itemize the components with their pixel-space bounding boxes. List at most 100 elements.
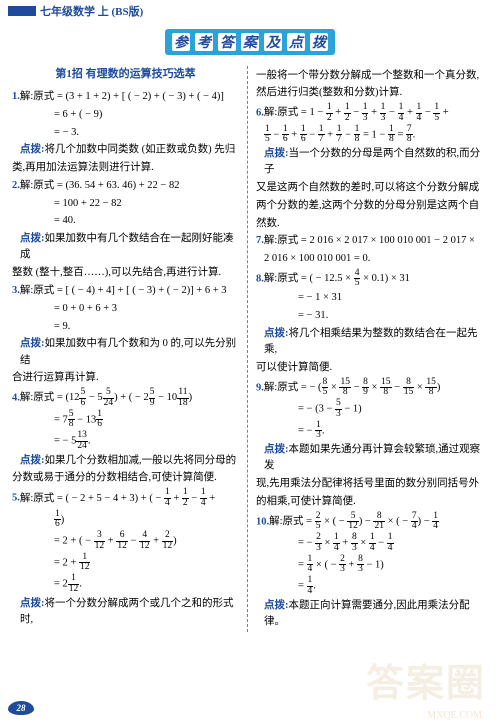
title-char: 参 — [171, 32, 191, 52]
watermark-url: MXQE.COM — [427, 710, 482, 721]
equation-text: 解:原式 = [ ( − 4) + 4] + [ ( − 3) + ( − 2)… — [20, 285, 227, 296]
intro-text: 一般将一个带分数分解成一个整数和一个真分数, — [256, 68, 484, 84]
section-title: 第1招 有理数的运算技巧选萃 — [12, 66, 239, 83]
equation-text: 解:原式 = 25 × ( − 512) − 821 × ( − 74) − 1… — [269, 516, 439, 527]
hint-text: 当一个分数的分母是两个自然数的积,而分子 — [264, 148, 480, 175]
page-header: 七年级数学 上 (BS版) — [0, 0, 500, 22]
watermark: 答案圈 — [366, 652, 486, 707]
equation-text: 解:原式 = 2 016 × 2 017 × 100 010 001 − 2 0… — [264, 235, 475, 246]
hint-label: 点拨: — [20, 455, 45, 466]
hint-text: 两个分数的差,这两个分数的分母分别是这两个自 — [256, 198, 484, 214]
problem-number: 2. — [12, 180, 20, 191]
equation-step: = 6 + ( − 9) — [12, 107, 239, 123]
page-number: 28 — [8, 701, 34, 715]
problem-number: 4. — [12, 392, 20, 403]
hint-text: 将几个加数中同类数 (如正数或负数) 先归 — [45, 144, 236, 155]
grade-label: 七年级数学 上 (BS版) — [40, 3, 143, 19]
problem-line: 6.解:原式 = 1 − 12 + 12 − 13 + 13 − 14 + 14… — [256, 103, 484, 123]
equation-step: = − 31. — [256, 308, 484, 324]
equation-step: = 100 + 22 − 82 — [12, 196, 239, 212]
title-bar: 参 考 答 案 及 点 拨 — [0, 26, 500, 58]
equation-step: = − (3 − 53 − 1) — [256, 399, 484, 419]
equation-text: 解:原式 = ( − 12.5 × 45 × 0.1) × 31 — [264, 273, 410, 284]
problem-line: 9.解:原式 = − (85 × 158 − 89 × 158 − 815 × … — [256, 378, 484, 398]
hint-line: 点拨:将一个分数分解成两个或几个之和的形式时, — [12, 596, 239, 629]
equation-step: = − 3. — [12, 125, 239, 141]
hint-text: 可以使计算简便. — [256, 360, 484, 376]
problem-number: 8. — [256, 273, 264, 284]
header-accent-bar — [8, 6, 36, 16]
hint-text: 如果加数中有几个数和为 0 的,可以先分别结 — [20, 338, 236, 365]
hint-text: 本题正向计算需要通分,因此用乘法分配律。 — [264, 600, 470, 627]
hint-text: 又是这两个自然数的差时,可以将这个分数分解成 — [256, 180, 484, 196]
hint-label: 点拨: — [20, 338, 45, 349]
hint-label: 点拨: — [264, 148, 289, 159]
equation-text: 解:原式 = (3 + 1 + 2) + [ ( − 2) + ( − 3) +… — [20, 91, 224, 102]
hint-label: 点拨: — [20, 233, 45, 244]
title-char: 答 — [217, 32, 237, 52]
hint-text: 将一个分数分解成两个或几个之和的形式时, — [20, 598, 234, 625]
hint-text: 分数或易于通分的分数相结合,可使计算简便. — [12, 470, 239, 486]
hint-label: 点拨: — [264, 600, 289, 611]
hint-text: 将几个相乘结果为整数的数结合在一起先乘, — [264, 328, 478, 355]
title-char: 及 — [263, 32, 283, 52]
title-char: 考 — [194, 32, 214, 52]
hint-label: 点拨: — [264, 444, 289, 455]
hint-line: 点拨:本题如果先通分再计算会较繁琐,通过观察发 — [256, 442, 484, 475]
problem-number: 1. — [12, 91, 20, 102]
hint-text: 如果几个分数相加减,一般以先将同分母的 — [45, 455, 237, 466]
hint-text: 然数. — [256, 216, 484, 232]
equation-text: 解:原式 = ( − 2 + 5 − 4 + 3) + ( − 14 + 12 … — [20, 493, 215, 504]
equation-text: 解:原式 = − (85 × 158 − 89 × 158 − 815 × 15… — [264, 382, 441, 393]
hint-line: 点拨:当一个分数的分母是两个自然数的积,而分子 — [256, 146, 484, 179]
hint-label: 点拨: — [264, 328, 289, 339]
equation-step: = 0 + 0 + 6 + 3 — [12, 301, 239, 317]
problem-line: 10.解:原式 = 25 × ( − 512) − 821 × ( − 74) … — [256, 512, 484, 532]
equation-step: = 758 − 1316 — [12, 410, 239, 430]
problem-number: 6. — [256, 107, 264, 118]
equation-step: = 40. — [12, 213, 239, 229]
problem-line: 4.解:原式 = (1256 − 5524) + ( − 259 − 10111… — [12, 388, 239, 408]
hint-line: 点拨:将几个相乘结果为整数的数结合在一起先乘, — [256, 326, 484, 359]
hint-text: 如果加数中有几个数结合在一起刚好能凑成 — [20, 233, 234, 260]
equation-step: 16) — [12, 510, 239, 530]
equation-step: = 2 + 112 — [12, 553, 239, 573]
equation-step: = − 13. — [256, 421, 484, 441]
right-column: 一般将一个带分数分解成一个整数和一个真分数, 然后进行归类(整数和分数)计算. … — [248, 66, 484, 632]
equation-text: 解:原式 = 1 − 12 + 12 − 13 + 13 − 14 + 14 −… — [264, 107, 449, 118]
equation-step: = 2112. — [12, 574, 239, 594]
left-column: 第1招 有理数的运算技巧选萃 1.解:原式 = (3 + 1 + 2) + [ … — [12, 66, 248, 632]
hint-text: 合进行运算再计算. — [12, 370, 239, 386]
equation-step: = 2 + ( − 312 + 612 − 412 + 212) — [12, 531, 239, 551]
hint-label: 点拨: — [20, 144, 45, 155]
problem-number: 9. — [256, 382, 264, 393]
hint-line: 点拨:如果几个分数相加减,一般以先将同分母的 — [12, 453, 239, 469]
content-columns: 第1招 有理数的运算技巧选萃 1.解:原式 = (3 + 1 + 2) + [ … — [0, 66, 500, 632]
hint-text: 整数 (整十,整百……),可以先结合,再进行计算. — [12, 265, 239, 281]
problem-line: 7.解:原式 = 2 016 × 2 017 × 100 010 001 − 2… — [256, 233, 484, 249]
equation-step: = 9. — [12, 319, 239, 335]
equation-step: 15 − 16 + 16 − 17 + 17 − 18 = 1 − 18 = 7… — [256, 125, 484, 145]
hint-text: 的相乘,可使计算简便. — [256, 494, 484, 510]
equation-step: = 14 × ( − 23 + 83 − 1) — [256, 555, 484, 575]
intro-text: 然后进行归类(整数和分数)计算. — [256, 85, 484, 101]
equation-text: 解:原式 = (36. 54 + 63. 46) + 22 − 82 — [20, 180, 180, 191]
title-char: 案 — [240, 32, 260, 52]
problem-line: 3.解:原式 = [ ( − 4) + 4] + [ ( − 3) + ( − … — [12, 283, 239, 299]
problem-line: 1.解:原式 = (3 + 1 + 2) + [ ( − 2) + ( − 3)… — [12, 89, 239, 105]
hint-line: 点拨:将几个加数中同类数 (如正数或负数) 先归 — [12, 142, 239, 158]
problem-line: 5.解:原式 = ( − 2 + 5 − 4 + 3) + ( − 14 + 1… — [12, 488, 239, 508]
problem-number: 10. — [256, 516, 269, 527]
equation-step: = 14. — [256, 576, 484, 596]
title-frame: 参 考 答 案 及 点 拨 — [165, 29, 335, 55]
hint-line: 点拨:如果加数中有几个数结合在一起刚好能凑成 — [12, 231, 239, 264]
hint-label: 点拨: — [20, 598, 45, 609]
problem-number: 7. — [256, 235, 264, 246]
equation-step: = − 23 × 14 + 83 × 14 − 14 — [256, 533, 484, 553]
title-char: 点 — [286, 32, 306, 52]
problem-line: 8.解:原式 = ( − 12.5 × 45 × 0.1) × 31 — [256, 269, 484, 289]
hint-line: 点拨:本题正向计算需要通分,因此用乘法分配律。 — [256, 598, 484, 631]
equation-text: 解:原式 = (1256 − 5524) + ( − 259 − 101118) — [20, 392, 192, 403]
equation-step: 2 016 × 100 010 001 = 0. — [256, 251, 484, 267]
equation-step: = − 51324. — [12, 431, 239, 451]
